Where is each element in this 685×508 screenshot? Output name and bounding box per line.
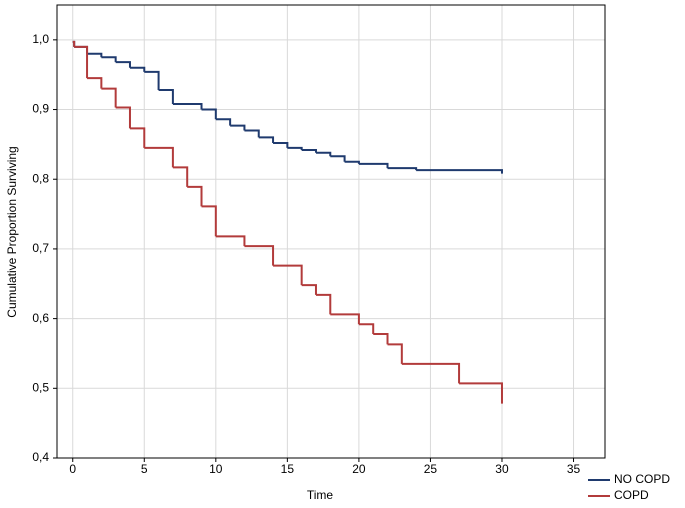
step-segment [158, 89, 174, 104]
y-tick-label: 1,0 [32, 32, 49, 46]
step-segment [315, 293, 332, 315]
step-segment [416, 169, 503, 174]
step-segment [115, 61, 131, 68]
x-tick-label: 0 [69, 462, 76, 476]
step-segment [87, 77, 103, 89]
step-segment [129, 127, 146, 148]
step-segment [74, 45, 89, 79]
x-tick-label: 25 [424, 462, 438, 476]
x-tick-label: 30 [495, 462, 509, 476]
step-segment [301, 284, 317, 295]
step-segment [330, 313, 360, 325]
step-segment [301, 148, 317, 153]
y-tick-label: 0,5 [32, 380, 49, 394]
step-segment [273, 264, 303, 286]
step-segment [129, 66, 146, 72]
x-tick-label: 15 [281, 462, 295, 476]
y-tick-label: 0,7 [32, 241, 49, 255]
y-tick-label: 0,4 [32, 450, 49, 464]
legend-label: NO COPD [614, 472, 670, 486]
step-segment [358, 162, 389, 169]
step-segment [358, 323, 375, 334]
step-segment [401, 362, 461, 384]
step-segment [74, 45, 89, 54]
y-tick-label: 0,9 [32, 102, 49, 116]
step-segment [187, 185, 203, 207]
step-segment [215, 235, 246, 247]
step-segment [144, 70, 160, 91]
plot-frame [56, 4, 606, 459]
step-segment [201, 205, 217, 237]
step-segment [201, 108, 217, 120]
y-axis-label: Cumulative Proportion Surviving [5, 146, 19, 317]
step-segment [344, 160, 360, 164]
y-tick-label: 0,6 [32, 311, 49, 325]
x-tick-label: 35 [567, 462, 581, 476]
step-segment [315, 151, 332, 157]
step-segment [230, 124, 246, 131]
legend-label: COPD [614, 488, 649, 502]
step-segment [215, 118, 232, 126]
step-segment [287, 146, 303, 150]
x-tick-label: 10 [209, 462, 223, 476]
step-segment [101, 87, 117, 108]
step-segment [387, 167, 418, 171]
step-segment [459, 382, 503, 404]
x-tick-label: 20 [352, 462, 366, 476]
step-segment [101, 56, 117, 63]
step-segment [373, 332, 389, 345]
step-segment [387, 343, 403, 364]
step-segment [273, 141, 289, 148]
step-segment [258, 136, 275, 143]
step-segment [72, 40, 76, 47]
step-segment [244, 245, 275, 266]
y-tick-label: 0,8 [32, 171, 49, 185]
step-segment [330, 155, 346, 162]
step-segment [244, 129, 260, 138]
step-segment [87, 52, 103, 58]
step-segment [115, 106, 131, 129]
step-segment [172, 166, 189, 187]
step-segment [144, 146, 174, 168]
step-segment [172, 102, 203, 110]
x-axis-label: Time [307, 488, 334, 502]
x-tick-label: 5 [141, 462, 148, 476]
